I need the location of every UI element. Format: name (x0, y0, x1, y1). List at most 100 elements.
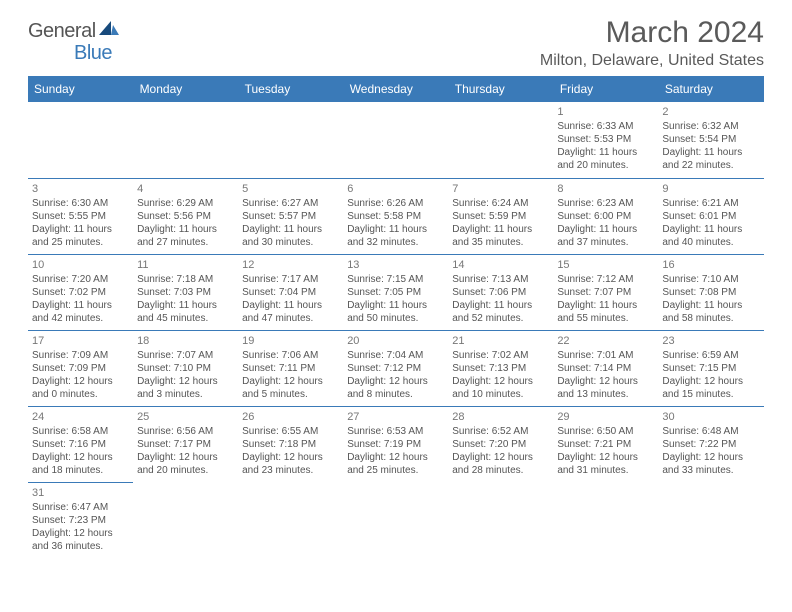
daylight-line: Daylight: 12 hours and 15 minutes. (662, 375, 759, 401)
calendar-day-cell: 27Sunrise: 6:53 AMSunset: 7:19 PMDayligh… (343, 406, 448, 482)
sunset-line: Sunset: 5:57 PM (242, 210, 339, 223)
calendar-week-row: 31Sunrise: 6:47 AMSunset: 7:23 PMDayligh… (28, 482, 764, 558)
sunset-line: Sunset: 7:10 PM (137, 362, 234, 375)
calendar-day-cell: 16Sunrise: 7:10 AMSunset: 7:08 PMDayligh… (658, 254, 763, 330)
day-number: 1 (557, 105, 654, 119)
sunrise-line: Sunrise: 6:29 AM (137, 197, 234, 210)
calendar-day-cell: 9Sunrise: 6:21 AMSunset: 6:01 PMDaylight… (658, 178, 763, 254)
calendar-day-cell: 1Sunrise: 6:33 AMSunset: 5:53 PMDaylight… (553, 102, 658, 178)
sunset-line: Sunset: 7:03 PM (137, 286, 234, 299)
calendar-day-cell: 19Sunrise: 7:06 AMSunset: 7:11 PMDayligh… (238, 330, 343, 406)
sunrise-line: Sunrise: 6:33 AM (557, 120, 654, 133)
calendar-day-cell: 30Sunrise: 6:48 AMSunset: 7:22 PMDayligh… (658, 406, 763, 482)
sunrise-line: Sunrise: 7:10 AM (662, 273, 759, 286)
calendar-empty-cell (343, 102, 448, 178)
sunrise-line: Sunrise: 7:13 AM (452, 273, 549, 286)
calendar-day-cell: 20Sunrise: 7:04 AMSunset: 7:12 PMDayligh… (343, 330, 448, 406)
sunrise-line: Sunrise: 7:18 AM (137, 273, 234, 286)
calendar-week-row: 17Sunrise: 7:09 AMSunset: 7:09 PMDayligh… (28, 330, 764, 406)
day-number: 26 (242, 410, 339, 424)
calendar-day-cell: 29Sunrise: 6:50 AMSunset: 7:21 PMDayligh… (553, 406, 658, 482)
day-number: 25 (137, 410, 234, 424)
day-number: 27 (347, 410, 444, 424)
calendar-day-cell: 23Sunrise: 6:59 AMSunset: 7:15 PMDayligh… (658, 330, 763, 406)
day-number: 31 (32, 486, 129, 500)
calendar-day-cell: 8Sunrise: 6:23 AMSunset: 6:00 PMDaylight… (553, 178, 658, 254)
calendar-day-cell: 17Sunrise: 7:09 AMSunset: 7:09 PMDayligh… (28, 330, 133, 406)
sunset-line: Sunset: 6:01 PM (662, 210, 759, 223)
calendar-day-cell: 31Sunrise: 6:47 AMSunset: 7:23 PMDayligh… (28, 482, 133, 558)
day-number: 9 (662, 182, 759, 196)
day-number: 19 (242, 334, 339, 348)
sunset-line: Sunset: 6:00 PM (557, 210, 654, 223)
day-number: 30 (662, 410, 759, 424)
calendar-empty-cell (238, 482, 343, 558)
calendar-day-cell: 7Sunrise: 6:24 AMSunset: 5:59 PMDaylight… (448, 178, 553, 254)
day-number: 23 (662, 334, 759, 348)
daylight-line: Daylight: 11 hours and 45 minutes. (137, 299, 234, 325)
sunrise-line: Sunrise: 6:26 AM (347, 197, 444, 210)
day-number: 11 (137, 258, 234, 272)
sunset-line: Sunset: 7:04 PM (242, 286, 339, 299)
sunrise-line: Sunrise: 6:23 AM (557, 197, 654, 210)
sunrise-line: Sunrise: 7:01 AM (557, 349, 654, 362)
sunset-line: Sunset: 5:56 PM (137, 210, 234, 223)
calendar-day-cell: 2Sunrise: 6:32 AMSunset: 5:54 PMDaylight… (658, 102, 763, 178)
sail-icon (98, 20, 120, 43)
weekday-header: Thursday (448, 76, 553, 102)
weekday-header: Monday (133, 76, 238, 102)
day-number: 29 (557, 410, 654, 424)
calendar-week-row: 10Sunrise: 7:20 AMSunset: 7:02 PMDayligh… (28, 254, 764, 330)
sunrise-line: Sunrise: 7:06 AM (242, 349, 339, 362)
calendar-day-cell: 4Sunrise: 6:29 AMSunset: 5:56 PMDaylight… (133, 178, 238, 254)
sunset-line: Sunset: 7:08 PM (662, 286, 759, 299)
sunset-line: Sunset: 5:54 PM (662, 133, 759, 146)
calendar-empty-cell (133, 482, 238, 558)
calendar-empty-cell (133, 102, 238, 178)
daylight-line: Daylight: 12 hours and 18 minutes. (32, 451, 129, 477)
sunset-line: Sunset: 7:17 PM (137, 438, 234, 451)
day-number: 4 (137, 182, 234, 196)
sunrise-line: Sunrise: 7:02 AM (452, 349, 549, 362)
daylight-line: Daylight: 11 hours and 42 minutes. (32, 299, 129, 325)
calendar-empty-cell (238, 102, 343, 178)
calendar-day-cell: 22Sunrise: 7:01 AMSunset: 7:14 PMDayligh… (553, 330, 658, 406)
month-title: March 2024 (540, 16, 764, 50)
sunset-line: Sunset: 7:14 PM (557, 362, 654, 375)
daylight-line: Daylight: 12 hours and 3 minutes. (137, 375, 234, 401)
calendar-day-cell: 6Sunrise: 6:26 AMSunset: 5:58 PMDaylight… (343, 178, 448, 254)
calendar-empty-cell (553, 482, 658, 558)
day-number: 2 (662, 105, 759, 119)
day-number: 16 (662, 258, 759, 272)
sunset-line: Sunset: 7:16 PM (32, 438, 129, 451)
day-number: 21 (452, 334, 549, 348)
daylight-line: Daylight: 12 hours and 10 minutes. (452, 375, 549, 401)
day-number: 7 (452, 182, 549, 196)
weekday-header: Sunday (28, 76, 133, 102)
weekday-header-row: Sunday Monday Tuesday Wednesday Thursday… (28, 76, 764, 102)
day-number: 3 (32, 182, 129, 196)
sunrise-line: Sunrise: 6:53 AM (347, 425, 444, 438)
day-number: 20 (347, 334, 444, 348)
day-number: 8 (557, 182, 654, 196)
daylight-line: Daylight: 12 hours and 36 minutes. (32, 527, 129, 553)
sunrise-line: Sunrise: 6:48 AM (662, 425, 759, 438)
sunrise-line: Sunrise: 6:56 AM (137, 425, 234, 438)
location: Milton, Delaware, United States (540, 52, 764, 70)
sunrise-line: Sunrise: 6:21 AM (662, 197, 759, 210)
calendar-day-cell: 28Sunrise: 6:52 AMSunset: 7:20 PMDayligh… (448, 406, 553, 482)
weekday-header: Saturday (658, 76, 763, 102)
sunset-line: Sunset: 7:09 PM (32, 362, 129, 375)
day-number: 18 (137, 334, 234, 348)
sunrise-line: Sunrise: 7:12 AM (557, 273, 654, 286)
calendar-day-cell: 12Sunrise: 7:17 AMSunset: 7:04 PMDayligh… (238, 254, 343, 330)
daylight-line: Daylight: 11 hours and 50 minutes. (347, 299, 444, 325)
sunrise-line: Sunrise: 6:52 AM (452, 425, 549, 438)
calendar-day-cell: 18Sunrise: 7:07 AMSunset: 7:10 PMDayligh… (133, 330, 238, 406)
sunset-line: Sunset: 7:19 PM (347, 438, 444, 451)
daylight-line: Daylight: 12 hours and 8 minutes. (347, 375, 444, 401)
calendar-week-row: 24Sunrise: 6:58 AMSunset: 7:16 PMDayligh… (28, 406, 764, 482)
day-number: 10 (32, 258, 129, 272)
daylight-line: Daylight: 12 hours and 0 minutes. (32, 375, 129, 401)
daylight-line: Daylight: 12 hours and 33 minutes. (662, 451, 759, 477)
